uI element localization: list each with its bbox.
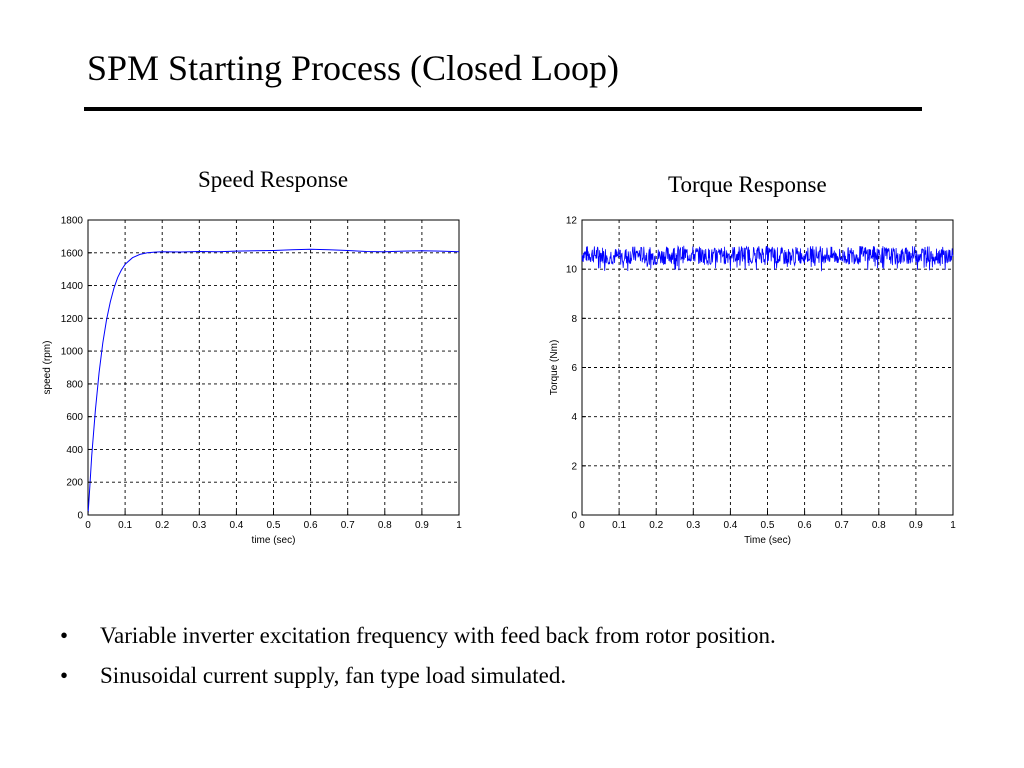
- y-tick-label: 1800: [61, 216, 84, 227]
- x-tick-label: 1: [456, 520, 462, 531]
- x-tick-label: 0.9: [415, 520, 429, 531]
- y-tick-label: 8: [571, 314, 577, 325]
- x-axis-label: Time (sec): [744, 535, 791, 546]
- y-tick-label: 600: [66, 412, 83, 423]
- y-tick-label: 2: [571, 461, 577, 472]
- bullet-text: Sinusoidal current supply, fan type load…: [100, 663, 567, 688]
- torque-chart-title: Torque Response: [668, 172, 827, 197]
- y-tick-label: 1000: [61, 347, 84, 358]
- x-tick-label: 0.5: [267, 520, 281, 531]
- bullet-text: Variable inverter excitation frequency w…: [100, 623, 776, 648]
- x-tick-label: 0.4: [229, 520, 243, 531]
- x-tick-label: 0.7: [835, 520, 849, 531]
- bullet-list: • Variable inverter excitation frequency…: [60, 616, 776, 696]
- y-axis-label: speed (rpm): [42, 341, 53, 395]
- x-tick-label: 0.1: [118, 520, 132, 531]
- bullet-marker: •: [60, 663, 69, 688]
- y-tick-label: 1200: [61, 314, 84, 325]
- plot-area: [87, 219, 460, 516]
- x-tick-label: 0.2: [649, 520, 663, 531]
- bullet-marker: •: [60, 623, 69, 648]
- y-tick-label: 0: [77, 511, 83, 522]
- y-tick-label: 10: [566, 265, 578, 276]
- x-tick-label: 0.8: [378, 520, 392, 531]
- bullet-item: • Sinusoidal current supply, fan type lo…: [60, 656, 776, 696]
- x-tick-label: 0.3: [686, 520, 700, 531]
- x-tick-label: 0.1: [612, 520, 626, 531]
- y-tick-label: 800: [66, 379, 83, 390]
- series-line: [87, 248, 460, 516]
- y-tick-label: 1600: [61, 248, 84, 259]
- bullet-item: • Variable inverter excitation frequency…: [60, 616, 776, 656]
- x-tick-label: 0.3: [192, 520, 206, 531]
- x-tick-label: 0.8: [872, 520, 886, 531]
- x-tick-label: 0: [579, 520, 585, 531]
- slide-title: SPM Starting Process (Closed Loop): [87, 48, 620, 88]
- x-tick-label: 0.5: [761, 520, 775, 531]
- x-tick-label: 0: [85, 520, 91, 531]
- x-tick-label: 0.7: [341, 520, 355, 531]
- y-tick-label: 1400: [61, 281, 84, 292]
- x-tick-label: 0.6: [798, 520, 812, 531]
- y-axis-label: Torque (Nm): [549, 340, 560, 396]
- x-tick-label: 0.6: [304, 520, 318, 531]
- y-tick-label: 12: [566, 216, 578, 227]
- y-tick-label: 4: [571, 412, 577, 423]
- speed-chart-title: Speed Response: [198, 167, 349, 192]
- x-tick-label: 1: [950, 520, 956, 531]
- series-line: [581, 244, 954, 272]
- x-tick-label: 0.4: [723, 520, 737, 531]
- y-tick-label: 200: [66, 478, 83, 489]
- title-divider: [84, 107, 922, 111]
- y-tick-label: 400: [66, 445, 83, 456]
- x-axis-label: time (sec): [252, 535, 296, 546]
- x-tick-label: 0.2: [155, 520, 169, 531]
- y-tick-label: 0: [571, 511, 577, 522]
- x-tick-label: 0.9: [909, 520, 923, 531]
- y-tick-label: 6: [571, 363, 577, 374]
